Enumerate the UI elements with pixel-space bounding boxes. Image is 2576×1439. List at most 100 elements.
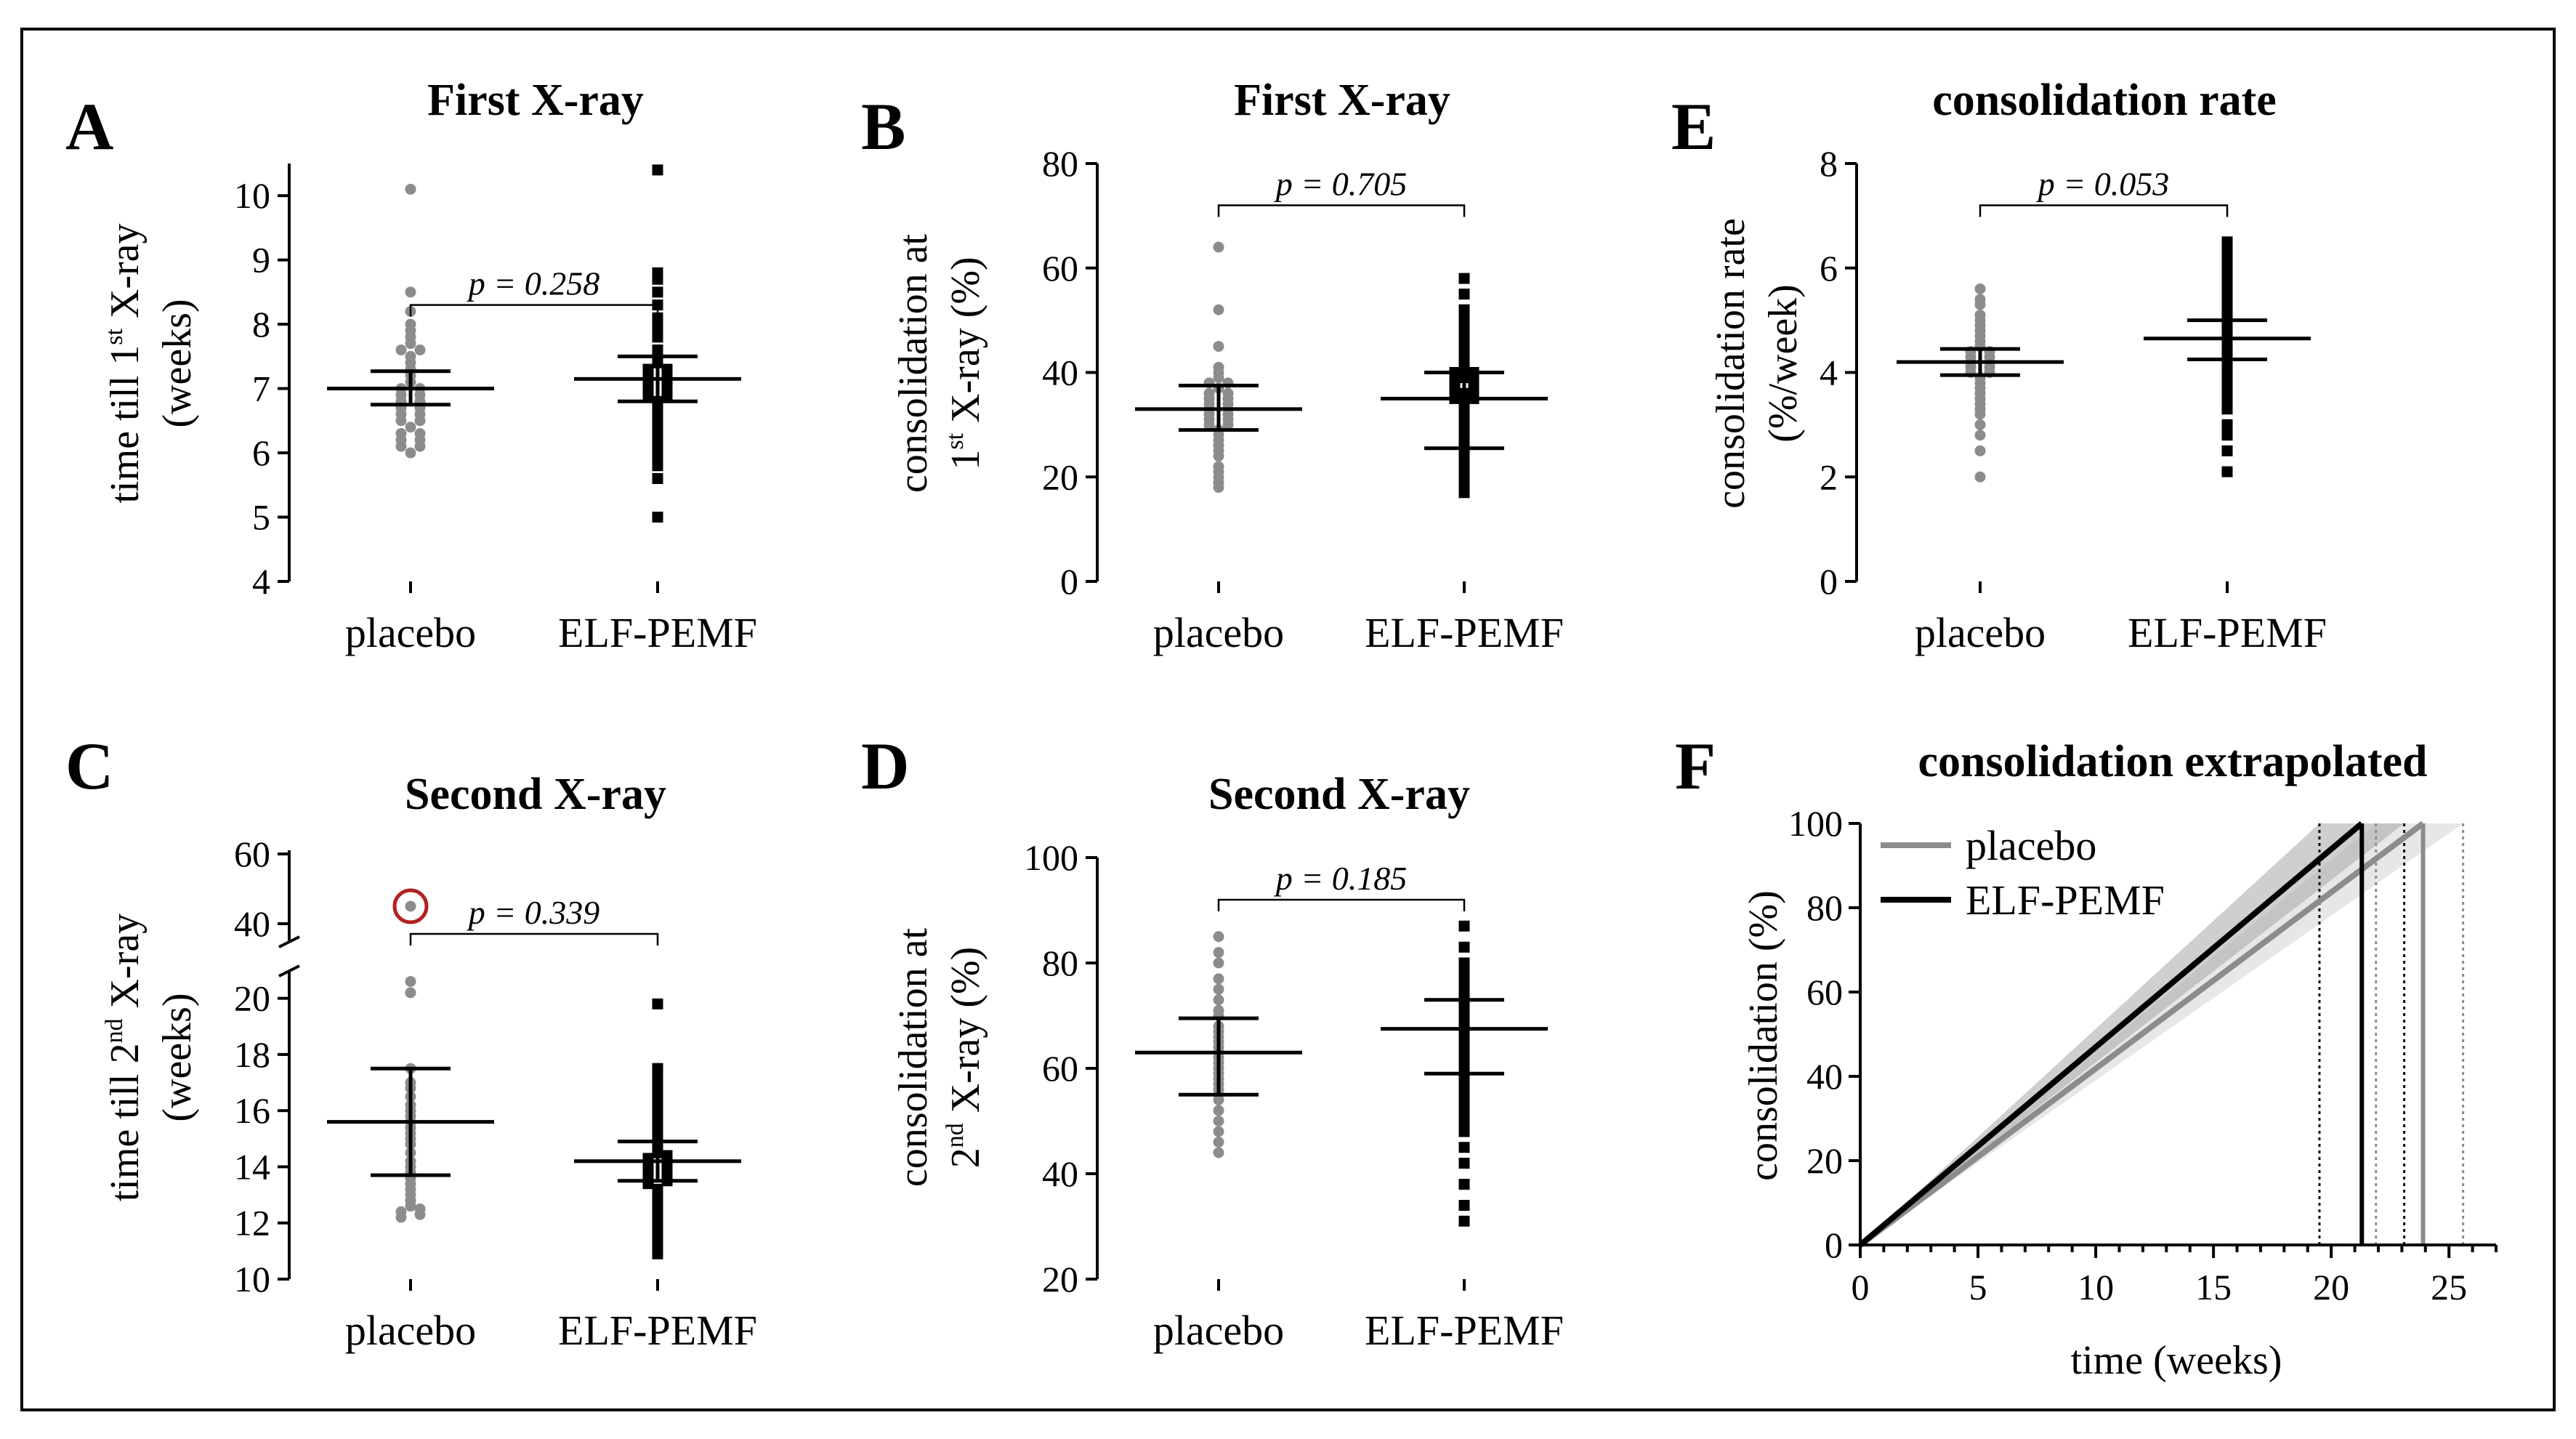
panel-f-xlabel: time (weeks) [2071,1338,2282,1383]
panel-c-ytick-label: 16 [234,1090,270,1131]
panel-c-ytick-label: 40 [234,903,270,944]
panel-b-pemf-point [1458,315,1470,326]
panel-e-ylabel: consolidation rate [1708,218,1753,509]
panel-e-plot: 0 2 4 6 8 placebo ELF-PEMF p = 0.053 [1820,143,2327,656]
panel-c-pemf-point [661,1166,673,1178]
panel-b-title: First X-ray [1234,76,1450,125]
panel-c-axis-break [278,935,300,948]
panel-e: E consolidation rate consolidation rate … [1671,76,2327,656]
panel-d-placebo-point [1213,1126,1224,1137]
panel-d-pemf-point [1458,1200,1470,1211]
panel-d-placebo-point [1213,1147,1224,1158]
panel-b-pemf-point [1458,273,1470,284]
panel-d-ytick-label: 20 [1042,1259,1078,1299]
panel-d-placebo-point [1213,1095,1224,1105]
panel-b-pemf-point [1458,346,1470,358]
panel-d: D Second X-ray consolidation at 2nd X-ra… [861,729,1564,1354]
panel-b-placebo-point [1213,451,1224,461]
panel-e-placebo-point [1974,430,1986,441]
panel-f-ytick-label: 0 [1825,1225,1843,1265]
figure-frame [20,28,2556,1411]
panel-a-pemf-point [652,472,663,484]
panel-f: F consolidation extrapolated consolidati… [1675,729,2498,1383]
panel-c-placebo-point [395,1212,407,1223]
panel-a-ytick-label: 10 [234,175,270,216]
panel-d-ytick-label: 100 [1024,837,1078,878]
panel-f-xtick-label: 20 [2313,1267,2349,1307]
panel-b-pemf-point [1458,487,1470,499]
panel-b-pemf-point [1468,382,1479,394]
panel-c-pemf-point [652,998,663,1009]
panel-c-pemf-point [652,1231,663,1243]
panel-a-placebo-point [414,440,426,452]
panel-e-placebo-point [1974,283,1986,294]
panel-f-ytick-label: 60 [1806,972,1843,1012]
panel-b-ylabel-sup: st [942,432,969,449]
panel-b-pemf-point [1458,335,1470,347]
panel-c-category-label: ELF-PEMF [558,1307,757,1354]
panel-d-placebo-point [1213,983,1224,995]
panel-e-pemf-point [2221,273,2233,284]
panel-d-category-label: placebo [1153,1307,1284,1354]
panel-b-placebo-point [1213,241,1224,253]
panel-e-pemf-point [2221,392,2233,404]
panel-e-pemf-point [2221,262,2233,274]
panel-a-ylabel: time till 1st X-ray [101,223,148,503]
panel-f-series-line-pemf [1858,821,2364,1248]
panel-d-pemf-point [1458,1158,1470,1169]
panel-d-ylabel-post: X-ray (%) [943,947,988,1124]
panel-a-ylabel-2: (weeks) [155,299,200,427]
panel-f-ytick-label: 20 [1806,1140,1843,1181]
panel-a-ytick-label: 4 [252,561,270,602]
panel-a-placebo-point [405,447,416,459]
panel-e-p-value: p = 0.053 [2036,166,2170,203]
panel-e-placebo-point [1974,419,1986,430]
panel-a: A First X-ray time till 1st X-ray (weeks… [65,76,757,656]
panel-f-ci-band-pemf [1860,823,2405,1245]
panel-a-placebo-point [405,422,416,433]
panel-b-pemf-point [1458,361,1470,373]
panel-b-placebo-point [1213,304,1224,315]
panel-e-pemf-point [2221,430,2233,441]
panel-e-title: consolidation rate [1932,76,2277,125]
panel-a-pemf-point [652,512,663,523]
panel-e-ytick-label: 6 [1820,248,1838,289]
panel-f-xtick-label: 15 [2195,1267,2232,1307]
panel-c-ytick-label: 18 [234,1034,270,1075]
panel-b-p-bracket [1217,204,1466,217]
panel-c-pemf-point [652,1240,663,1251]
panel-a-pemf-point [652,331,663,343]
panel-a-ytick-label: 9 [252,240,270,281]
panel-a-ytick-label: 7 [252,368,270,409]
panel-a-ylabel-pre: time till 1 [102,345,148,504]
panel-d-placebo-point [1213,957,1224,969]
panel-e-letter: E [1671,89,1716,164]
panel-b-pemf-point [1458,325,1470,336]
panel-d-placebo-point [1213,973,1224,985]
panel-a-ytick-label: 5 [252,497,270,538]
panel-c: C Second X-ray time till 2nd X-ray (week… [65,729,757,1354]
panel-b-category-label: placebo [1153,609,1284,656]
panel-e-placebo-point [1974,299,1986,310]
panel-d-plot: 20 40 60 80 100 placebo ELF-PEMF p = 0.185 [1024,837,1564,1354]
panel-c-ylabel-sup: nd [101,1018,128,1043]
panel-b-placebo-point [1213,341,1224,352]
panel-b-placebo-point [1213,372,1224,384]
panel-c-p-value: p = 0.339 [467,894,600,931]
panel-c-letter: C [65,729,113,803]
panel-d-ytick-label: 60 [1042,1048,1078,1089]
panel-c-pemf-point [652,1248,663,1259]
panel-d-placebo-point [1213,931,1224,943]
panel-f-ytick-label: 100 [1788,803,1843,844]
panel-a-ytick-label: 8 [252,304,270,344]
panel-b-pemf-point [1458,304,1470,315]
panel-b-ytick-label: 40 [1042,352,1078,393]
panel-d-placebo-point [1213,994,1224,1006]
panel-e-pemf-point [2221,403,2233,415]
panel-e-category-label: ELF-PEMF [2128,609,2327,656]
panel-c-ylabel-post: X-ray [102,914,148,1019]
panel-b-ytick-label: 60 [1042,248,1078,289]
panel-b-ytick-label: 20 [1042,456,1078,497]
panel-c-pemf-point [652,1079,663,1091]
